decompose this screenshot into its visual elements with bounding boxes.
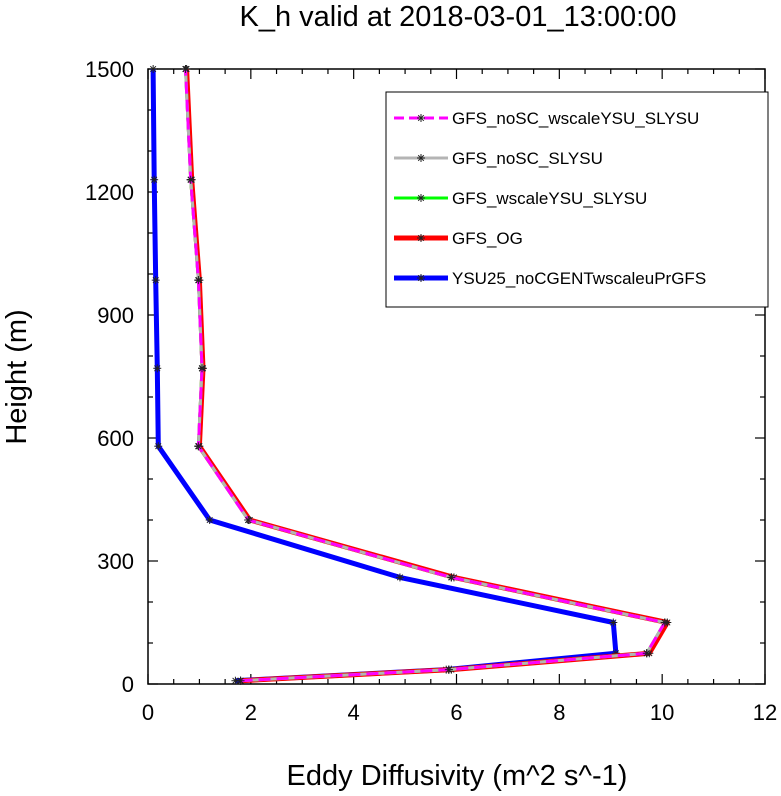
data-point: [186, 175, 195, 184]
marker-stroke: [417, 114, 425, 122]
legend-label: GFS_OG: [452, 229, 523, 248]
data-point: [151, 276, 160, 285]
marker-stroke: [187, 176, 194, 183]
marker-stroke: [417, 194, 425, 202]
data-point: [150, 175, 159, 184]
x-axis-title: Eddy Diffusivity (m^2 s^-1): [287, 760, 628, 792]
legend-marker: [417, 274, 425, 282]
data-point: [154, 442, 163, 451]
legend-marker: [417, 154, 425, 162]
marker-stroke: [445, 666, 452, 673]
data-point: [153, 364, 162, 373]
marker-stroke: [195, 443, 202, 450]
legend-label: GFS_noSC_wscaleYSU_SLYSU: [452, 109, 699, 128]
x-tick-label: 0: [142, 700, 154, 725]
y-tick-label: 1200: [85, 180, 134, 205]
data-point: [447, 573, 456, 582]
data-point: [181, 65, 190, 73]
legend-label: YSU25_noCGENTwscaleuPrGFS: [452, 269, 706, 288]
marker-stroke: [198, 365, 206, 372]
legend-marker: [417, 234, 425, 242]
legend-label: GFS_wscaleYSU_SLYSU: [452, 189, 647, 208]
y-tick-label: 1500: [85, 57, 134, 82]
marker-stroke: [149, 65, 157, 73]
marker-stroke: [154, 365, 161, 372]
marker-stroke: [245, 516, 252, 524]
y-tick-label: 900: [97, 303, 134, 328]
marker-stroke: [396, 574, 404, 581]
data-point: [244, 516, 253, 524]
marker-stroke: [182, 65, 189, 73]
data-point: [236, 676, 245, 685]
data-point: [444, 665, 453, 674]
data-point: [197, 364, 206, 373]
marker-stroke: [610, 619, 617, 626]
marker-stroke: [417, 274, 425, 282]
marker-stroke: [417, 154, 425, 162]
y-tick-label: 0: [122, 672, 134, 697]
x-tick-label: 2: [245, 700, 257, 725]
x-tick-label: 6: [450, 700, 462, 725]
legend: GFS_noSC_wscaleYSU_SLYSU GFS_noSC_SLYSU GF…: [385, 91, 769, 308]
plot-area: 0 2 4 6 8 10 12 0 300 600 900 1200 1500: [85, 57, 777, 725]
chart-title: K_h valid at 2018-03-01_13:00:00: [240, 1, 677, 33]
marker-stroke: [155, 443, 162, 450]
legend-item: GFS_wscaleYSU_SLYSU: [394, 189, 647, 208]
marker-stroke: [206, 516, 213, 524]
legend-item: GFS_noSC_wscaleYSU_SLYSU: [394, 109, 699, 128]
data-point: [149, 65, 158, 73]
y-tick-label: 600: [97, 426, 134, 451]
marker-stroke: [195, 276, 202, 284]
marker-stroke: [448, 574, 455, 581]
y-tick-label: 300: [97, 549, 134, 574]
legend-marker: [417, 194, 425, 202]
data-point: [642, 649, 651, 658]
data-point: [609, 618, 618, 627]
marker-stroke: [643, 650, 650, 657]
series-GFS_noSC_wscaleYSU_SLYSU: [181, 65, 669, 685]
marker-stroke: [232, 677, 239, 684]
x-tick-label: 12: [753, 700, 777, 725]
data-point: [205, 516, 214, 524]
legend-label: GFS_noSC_SLYSU: [452, 149, 603, 168]
data-point: [194, 442, 203, 451]
marker-stroke: [661, 619, 668, 626]
y-axis-title: Height (m): [1, 309, 33, 444]
data-point: [660, 618, 669, 627]
marker-stroke: [151, 176, 158, 183]
data-point: [395, 573, 404, 582]
x-tick-label: 8: [553, 700, 565, 725]
marker-stroke: [237, 677, 244, 684]
legend-marker: [417, 114, 425, 122]
marker-stroke: [417, 234, 425, 242]
legend-box: [385, 91, 769, 308]
x-tick-label: 10: [650, 700, 674, 725]
legend-item: GFS_noSC_SLYSU: [394, 149, 603, 168]
legend-item: GFS_OG: [394, 229, 523, 248]
data-point: [194, 276, 203, 285]
x-tick-label: 4: [348, 700, 360, 725]
marker-stroke: [152, 276, 159, 284]
legend-item: YSU25_noCGENTwscaleuPrGFS: [394, 269, 706, 288]
